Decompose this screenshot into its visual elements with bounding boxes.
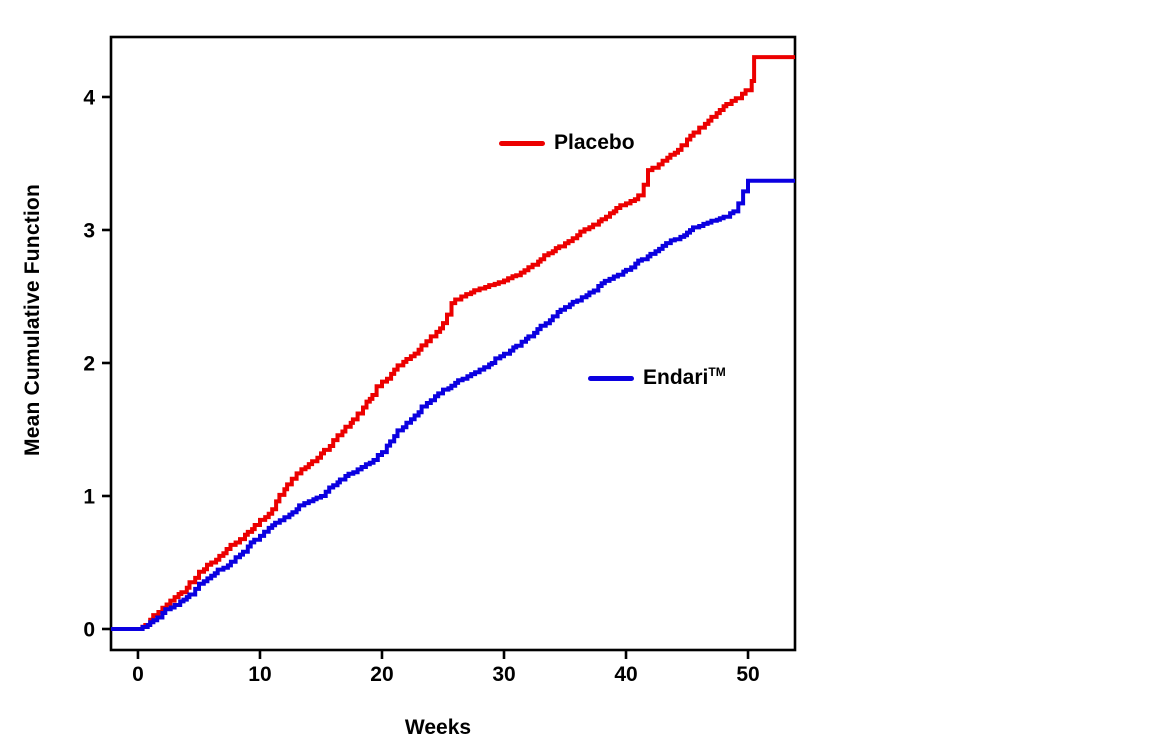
x-axis-ticks: 0 10 20 30 40 50: [132, 650, 760, 686]
legend-endari: EndariTM: [588, 366, 726, 390]
legend-endari-label: EndariTM: [643, 366, 726, 390]
y-tick-label: 3: [83, 219, 95, 242]
tm-superscript: TM: [708, 365, 726, 379]
placebo-curve: [111, 55, 795, 631]
y-axis-title: Mean Cumulative Function: [21, 184, 44, 456]
x-tick-label: 20: [370, 663, 393, 686]
y-tick-label: 4: [83, 86, 95, 109]
x-tick-label: 40: [614, 663, 637, 686]
y-axis-ticks: 0 1 2 3 4: [83, 86, 111, 641]
placebo-line-swatch: [499, 140, 545, 146]
legend-placebo-label: Placebo: [554, 131, 635, 155]
endari-line-swatch: [588, 375, 634, 381]
legend-placebo: Placebo: [499, 131, 635, 155]
legend-placebo-text: Placebo: [554, 131, 635, 154]
legend-endari-text: Endari: [643, 366, 709, 389]
plot-frame: [109, 35, 797, 652]
x-axis-title: Weeks: [404, 716, 472, 739]
x-tick-label: 50: [736, 663, 759, 686]
x-tick-label: 10: [248, 663, 271, 686]
x-tick-label: 0: [132, 663, 144, 686]
endari-curve: [111, 178, 795, 631]
y-tick-label: 0: [83, 618, 95, 641]
y-tick-label: 2: [83, 352, 95, 375]
x-tick-label: 30: [492, 663, 515, 686]
y-tick-label: 1: [83, 485, 95, 508]
